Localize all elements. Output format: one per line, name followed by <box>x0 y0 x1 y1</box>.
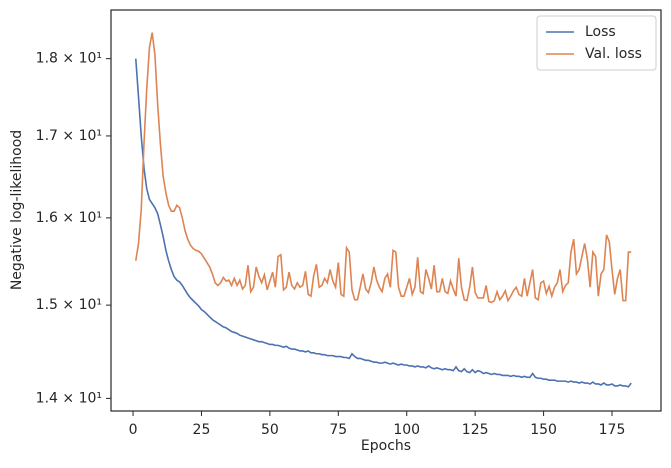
x-axis-label: Epochs <box>361 438 411 454</box>
y-tick-label: 1.8 × 10¹ <box>36 51 102 67</box>
y-tick-label: 1.6 × 10¹ <box>36 210 102 226</box>
x-tick-label: 0 <box>129 422 138 438</box>
legend-box <box>536 15 657 71</box>
x-tick-label: 25 <box>193 422 211 438</box>
x-tick-label: 150 <box>530 422 557 438</box>
x-tick-label: 100 <box>393 422 420 438</box>
legend-label: Loss <box>585 24 616 40</box>
y-axis-label: Negative log-likelihood <box>9 130 25 290</box>
legend: Loss Val. loss <box>536 15 657 71</box>
legend-label: Val. loss <box>585 46 642 62</box>
y-tick-label: 1.7 × 10¹ <box>36 128 102 144</box>
line-series <box>134 32 632 304</box>
x-tick-label: 125 <box>462 422 489 438</box>
plot-frame <box>110 9 662 412</box>
x-tick-label: 175 <box>599 422 626 438</box>
line-series <box>134 58 632 388</box>
y-tick-label: 1.5 × 10¹ <box>36 297 102 313</box>
x-tick-label: 50 <box>261 422 279 438</box>
x-tick-label: 75 <box>329 422 347 438</box>
y-tick-label: 1.4 × 10¹ <box>36 390 102 406</box>
